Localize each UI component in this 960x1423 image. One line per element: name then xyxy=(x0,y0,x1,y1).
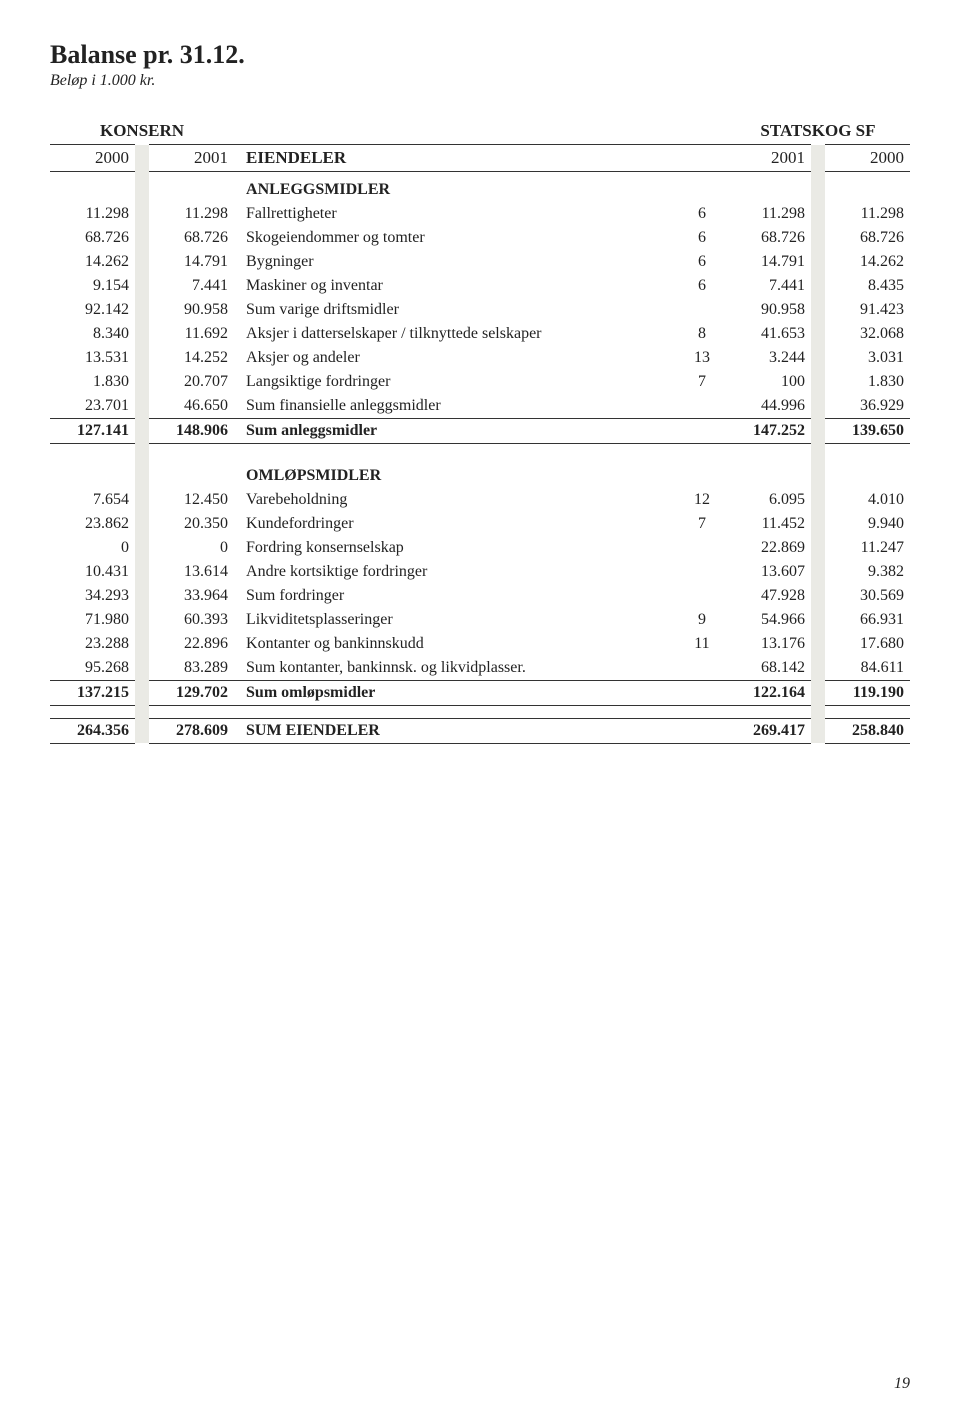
table-row: 14.26214.791Bygninger614.79114.262 xyxy=(50,250,910,274)
table-row: 71.98060.393Likviditetsplasseringer954.9… xyxy=(50,608,910,632)
year-header-row: 20002001EIENDELER20012000 xyxy=(50,145,910,172)
table-row: 8.34011.692Aksjer i datterselskaper / ti… xyxy=(50,322,910,346)
sum-eiendeler: 264.356278.609SUM EIENDELER269.417258.84… xyxy=(50,718,910,743)
sum-omlopsmidler: 137.215129.702Sum omløpsmidler122.164119… xyxy=(50,680,910,705)
group-header-row: KONSERN STATSKOG SF xyxy=(50,118,910,145)
table-row: 11.29811.298Fallrettigheter611.29811.298 xyxy=(50,202,910,226)
group-konsern: KONSERN xyxy=(50,118,234,145)
table-row: 34.29333.964Sum fordringer47.92830.569 xyxy=(50,584,910,608)
section-anleggsmidler: ANLEGGSMIDLER xyxy=(50,178,910,202)
balance-table: KONSERN STATSKOG SF20002001EIENDELER20012… xyxy=(50,118,910,744)
table-row: 68.72668.726Skogeiendommer og tomter668.… xyxy=(50,226,910,250)
group-statskog: STATSKOG SF xyxy=(726,118,910,145)
page-title: Balanse pr. 31.12. xyxy=(50,40,910,70)
table-row: 23.86220.350Kundefordringer711.4529.940 xyxy=(50,512,910,536)
table-row: 10.43113.614Andre kortsiktige fordringer… xyxy=(50,560,910,584)
section-omlopsmidler: OMLØPSMIDLER xyxy=(50,464,910,488)
table-row: 23.28822.896Kontanter og bankinnskudd111… xyxy=(50,632,910,656)
page-number: 19 xyxy=(894,1375,910,1393)
table-row: 9.1547.441Maskiner og inventar67.4418.43… xyxy=(50,274,910,298)
table-row: 23.70146.650Sum finansielle anleggsmidle… xyxy=(50,394,910,419)
table-row: 13.53114.252Aksjer og andeler133.2443.03… xyxy=(50,346,910,370)
table-row: 7.65412.450Varebeholdning126.0954.010 xyxy=(50,488,910,512)
table-row: 95.26883.289Sum kontanter, bankinnsk. og… xyxy=(50,656,910,681)
page-subtitle: Beløp i 1.000 kr. xyxy=(50,72,910,90)
sum-anleggsmidler: 127.141148.906Sum anleggsmidler147.25213… xyxy=(50,419,910,444)
table-row: 00Fordring konsernselskap22.86911.247 xyxy=(50,536,910,560)
table-row: 1.83020.707Langsiktige fordringer71001.8… xyxy=(50,370,910,394)
table-row: 92.14290.958Sum varige driftsmidler90.95… xyxy=(50,298,910,322)
